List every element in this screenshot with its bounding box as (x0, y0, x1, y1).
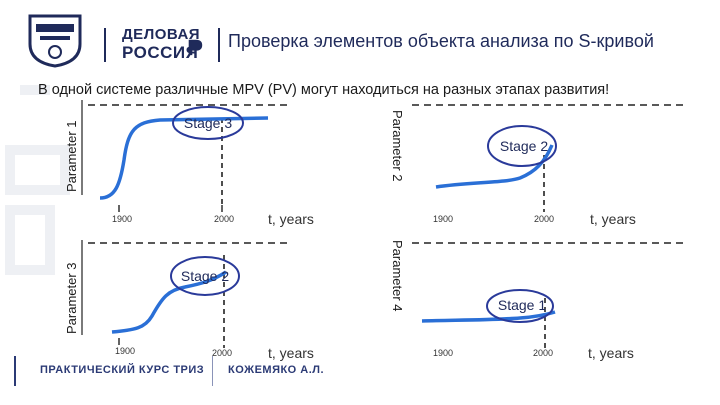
tick-2000-p3: 2000 (212, 348, 232, 358)
stage-label-3: Stage 2 (181, 268, 229, 284)
tick-1900-p1: 1900 (112, 214, 132, 224)
x-unit-p4: t, years (588, 345, 634, 361)
stage-ellipse-1 (172, 106, 244, 140)
y-label-p1: Parameter 1 (64, 120, 79, 192)
stage-label-2: Stage 2 (500, 138, 548, 154)
header-divider-1 (104, 28, 106, 62)
stage-label-4: Stage 1 (498, 297, 546, 313)
footer-author: КОЖЕМЯКО А.Л. (228, 364, 325, 376)
s-curve-3 (111, 270, 227, 334)
tick-2000-p1: 2000 (214, 214, 234, 224)
subtitle: В одной системе различные MPV (PV) могут… (38, 82, 610, 98)
x-unit-p1: t, years (268, 211, 314, 227)
s-curve-1 (99, 116, 269, 200)
y-label-p4: Parameter 4 (390, 240, 405, 312)
s-curve-2 (435, 144, 554, 189)
tick-1900-p2: 1900 (433, 214, 453, 224)
tick-1900-p4: 1900 (433, 348, 453, 358)
brand-r-icon (188, 39, 203, 56)
y-label-p2: Parameter 2 (390, 110, 405, 182)
footer-divider (212, 356, 213, 386)
footer-course: ПРАКТИЧЕСКИЙ КУРС ТРИЗ (40, 364, 205, 376)
panel-2: Stage 2 1900 2000 t, years Parameter 2 (390, 104, 684, 227)
brand-logo: ДЕЛОВАЯ РОССИЯ (122, 26, 200, 62)
x-unit-p2: t, years (590, 211, 636, 227)
y-label-p3: Parameter 3 (64, 262, 79, 334)
tick-2000-p2: 2000 (534, 214, 554, 224)
panel-3: Stage 2 1900 2000 t, years Parameter 3 (64, 240, 314, 361)
x-unit-p3: t, years (268, 345, 314, 361)
school-emblem-icon (28, 14, 82, 68)
tick-1900-p3: 1900 (115, 346, 135, 356)
stage-ellipse-3 (170, 256, 240, 296)
stage-label-1: Stage 3 (184, 115, 232, 131)
panel-1: Stage 3 1900 2000 t, years Parameter 1 (64, 100, 314, 227)
s-curve-4 (421, 310, 556, 323)
footer-accent-bar (14, 356, 16, 386)
brand-line-1: ДЕЛОВАЯ (122, 26, 201, 43)
stage-ellipse-2 (487, 125, 557, 167)
brand-line-2: РОССИЯ (122, 43, 199, 62)
stage-ellipse-4 (486, 289, 554, 323)
tick-2000-p4: 2000 (533, 348, 553, 358)
header-divider-2 (218, 28, 220, 62)
page-title: Проверка элементов объекта анализа по S-… (228, 31, 654, 51)
panel-4: Stage 1 1900 2000 t, years Parameter 4 (390, 240, 684, 361)
